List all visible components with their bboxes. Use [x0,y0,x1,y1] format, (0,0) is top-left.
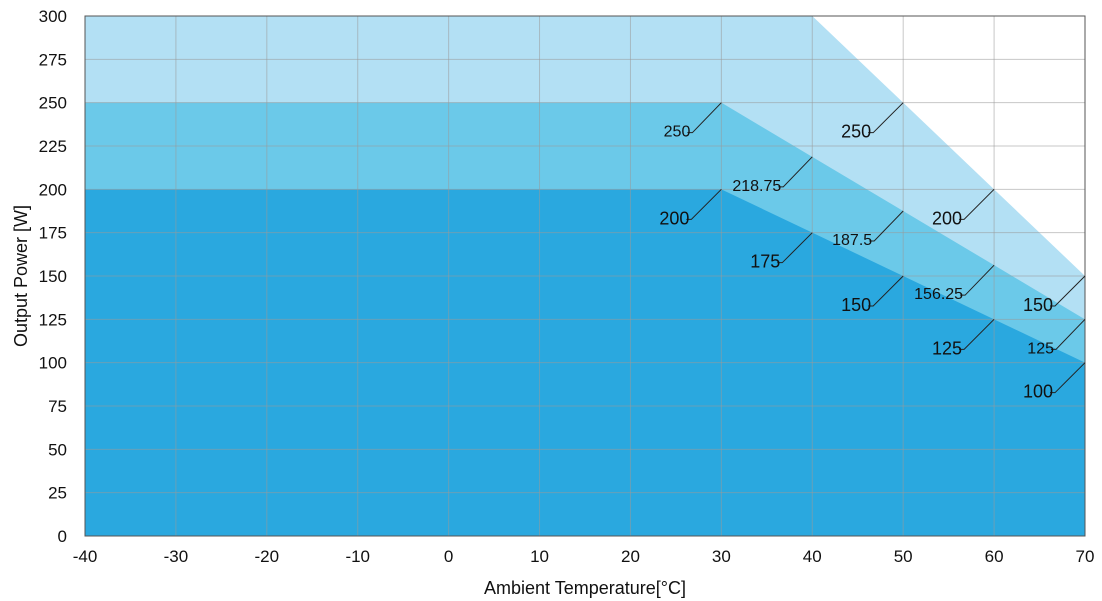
annotation-label-13: 100 [1023,382,1053,402]
y-tick-label-300: 300 [39,7,67,26]
y-tick-label-100: 100 [39,354,67,373]
annotation-leader-9 [960,264,995,296]
y-tick-label-175: 175 [39,224,67,243]
x-tick-label-70: 70 [1076,547,1095,566]
y-tick-label-50: 50 [48,440,67,459]
annotation-label-11: 150 [1023,295,1053,315]
annotation-leader-1 [687,102,722,134]
y-tick-label-75: 75 [48,397,67,416]
x-tick-label-50: 50 [894,547,913,566]
annotation-leader-12 [1051,318,1086,350]
y-tick-label-25: 25 [48,484,67,503]
annotation-label-10: 125 [932,338,962,358]
x-tick-label-60: 60 [985,547,1004,566]
annotation-label-5: 250 [841,122,871,142]
x-tick-label-m10: -10 [345,547,370,566]
annotation-label-4: 175 [750,252,780,272]
x-tick-label-m20: -20 [255,547,280,566]
annotation-leader-13 [1050,362,1086,394]
annotation-leader-3 [778,156,813,188]
x-tick-label-0: 0 [444,547,453,566]
annotation-leader-6 [869,210,904,242]
annotation-label-1: 250 [664,124,691,141]
x-axis-label: Ambient Temperature[°C] [484,578,686,598]
x-tick-label-10: 10 [530,547,549,566]
y-tick-label-125: 125 [39,310,67,329]
annotation-layer: 250 200 218.75 175 250 187.5 150 200 156.25 125 15… [659,102,1086,402]
y-tick-label-250: 250 [39,94,67,113]
x-tick-label-20: 20 [621,547,640,566]
y-axis-label: Output Power [W] [11,205,31,347]
annotation-label-9: 156.25 [914,286,963,303]
annotation-label-12: 125 [1027,340,1054,357]
tick-layer: -40 -30 -20 -10 0 10 20 30 40 50 60 70 0 25 50 75 100 125… [39,7,1095,566]
annotation-label-7: 150 [841,295,871,315]
annotation-leader-10 [959,318,995,350]
annotation-leader-11 [1050,275,1086,307]
y-tick-label-275: 275 [39,50,67,69]
annotation-leader-8 [959,188,995,220]
x-tick-label-m30: -30 [164,547,189,566]
annotation-leader-7 [868,275,904,307]
y-tick-label-150: 150 [39,267,67,286]
x-tick-label-40: 40 [803,547,822,566]
annotation-label-8: 200 [932,208,962,228]
annotation-leader-2 [686,188,722,220]
annotation-label-2: 200 [659,208,689,228]
y-tick-label-0: 0 [58,527,67,546]
y-tick-label-225: 225 [39,137,67,156]
annotation-leader-5 [868,102,904,134]
annotation-label-3: 218.75 [732,178,781,195]
annotation-leader-4 [777,232,813,264]
y-tick-label-200: 200 [39,180,67,199]
x-tick-label-30: 30 [712,547,731,566]
x-tick-label-m40: -40 [73,547,98,566]
annotation-label-6: 187.5 [832,232,872,249]
